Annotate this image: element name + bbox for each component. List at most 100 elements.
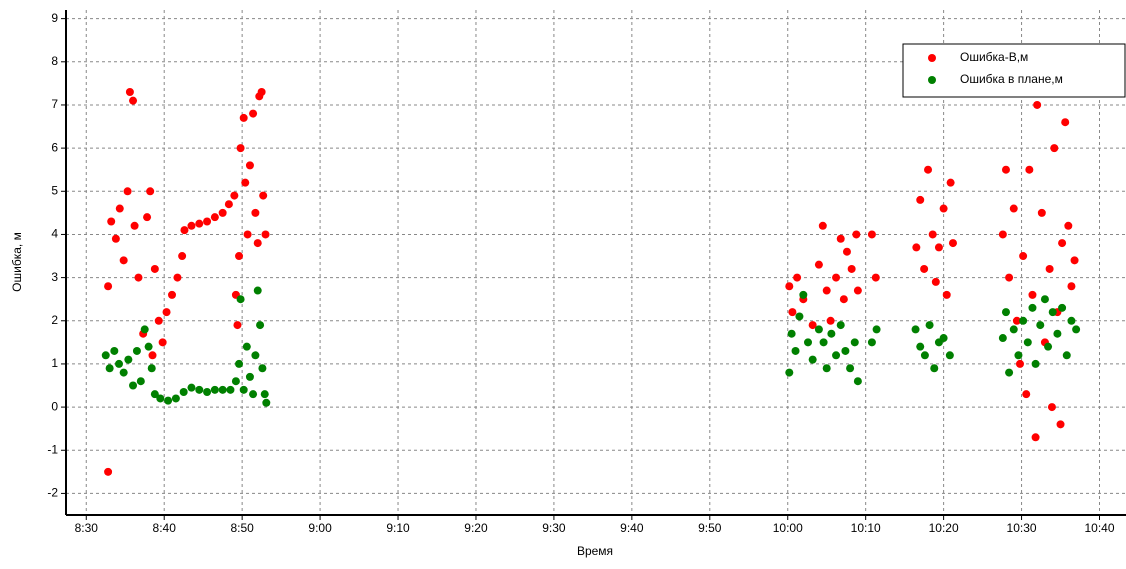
point (230, 191, 239, 200)
point (826, 316, 835, 325)
x-tick-label: 8:50 (230, 521, 254, 535)
point (224, 200, 233, 209)
point (795, 312, 804, 321)
point (150, 390, 159, 399)
legend-box (902, 43, 1126, 98)
point (832, 273, 841, 282)
point (173, 273, 182, 282)
point (924, 165, 933, 174)
point (946, 178, 955, 187)
point (1009, 325, 1018, 334)
point (1037, 208, 1046, 217)
point (853, 286, 862, 295)
point (236, 144, 245, 153)
point (832, 351, 841, 360)
point (1058, 239, 1067, 248)
point (239, 385, 248, 394)
point (939, 204, 948, 213)
point (808, 321, 817, 330)
point (791, 346, 800, 355)
point (804, 338, 812, 347)
point (1044, 342, 1053, 351)
point (148, 351, 157, 360)
point (218, 385, 227, 394)
point (130, 221, 139, 230)
point (847, 264, 856, 273)
point (1005, 368, 1014, 377)
point (107, 217, 116, 226)
point (818, 221, 827, 230)
point (1050, 144, 1059, 153)
point (150, 264, 159, 273)
point (928, 230, 937, 239)
point (799, 290, 808, 299)
point (948, 239, 957, 248)
point (867, 230, 876, 239)
point (852, 230, 861, 239)
point (261, 230, 270, 239)
point (218, 208, 227, 217)
x-tick-label: 9:50 (698, 521, 722, 535)
x-tick-label: 10:40 (1084, 521, 1114, 535)
point (253, 286, 262, 295)
point (119, 256, 128, 265)
point (916, 195, 925, 204)
point (129, 381, 138, 390)
point (180, 226, 189, 235)
point (187, 383, 196, 392)
x-tick-label: 9:30 (542, 521, 566, 535)
point (187, 221, 196, 230)
point (115, 204, 124, 213)
y-tick-label: 3 (51, 270, 58, 284)
point (1061, 118, 1070, 127)
point (110, 346, 119, 355)
point (853, 377, 862, 386)
point (1047, 403, 1056, 412)
x-tick-label: 9:10 (386, 521, 410, 535)
x-tick-label: 9:00 (308, 521, 332, 535)
point (111, 234, 120, 243)
point (154, 316, 163, 325)
point (1005, 273, 1014, 282)
point (939, 334, 948, 343)
x-tick-label: 8:40 (153, 521, 177, 535)
point (259, 191, 268, 200)
point (125, 88, 134, 97)
point (867, 338, 876, 347)
point (1036, 321, 1045, 330)
y-tick-label: -1 (47, 442, 58, 456)
point (930, 364, 939, 373)
x-tick-label: 9:40 (620, 521, 644, 535)
point (931, 277, 940, 286)
point (123, 187, 132, 196)
point (1040, 295, 1049, 304)
point (1023, 338, 1032, 347)
point (245, 161, 254, 170)
point (256, 321, 265, 330)
point (134, 273, 143, 282)
point (168, 290, 176, 299)
point (140, 325, 149, 334)
point (245, 372, 254, 381)
point (147, 364, 156, 373)
point (179, 387, 188, 396)
point (210, 385, 219, 394)
y-tick-label: 5 (51, 183, 58, 197)
point (998, 230, 1007, 239)
point (104, 282, 113, 291)
point (253, 239, 262, 248)
point (814, 325, 823, 334)
point (249, 390, 258, 399)
point (785, 368, 794, 377)
point (226, 385, 235, 394)
point (1022, 390, 1031, 399)
point (920, 264, 929, 273)
point (1070, 256, 1079, 265)
y-tick-label: 1 (51, 356, 58, 370)
point (1067, 282, 1076, 291)
point (143, 213, 152, 222)
legend-label: Ошибка в плане,м (960, 72, 1063, 86)
point (787, 329, 796, 338)
point (257, 88, 266, 97)
point (1031, 359, 1040, 368)
